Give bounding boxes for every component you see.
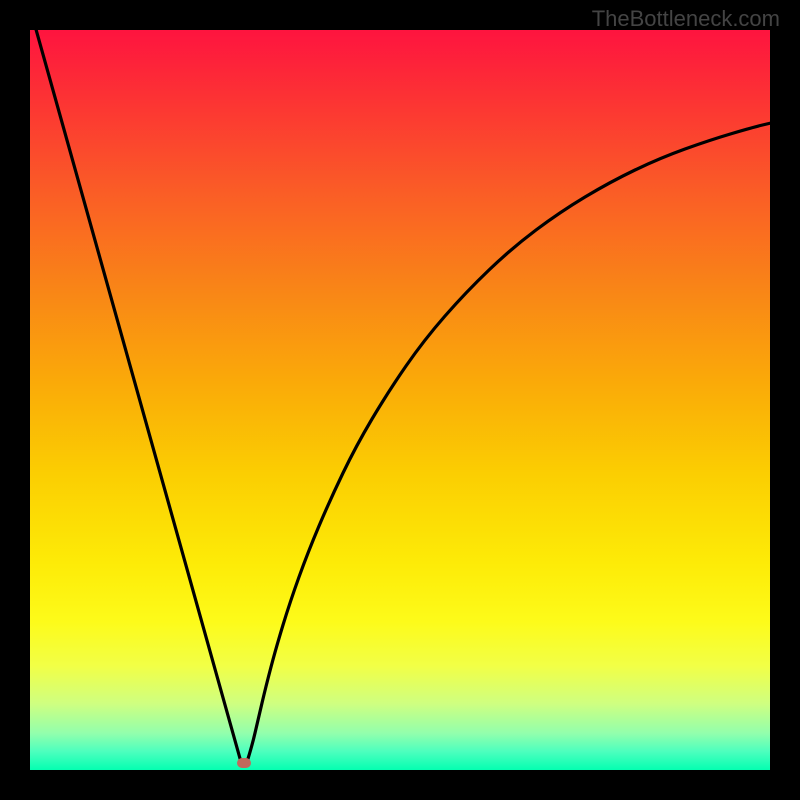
curve-overlay xyxy=(0,0,800,800)
minimum-marker xyxy=(237,758,251,768)
chart-container: TheBottleneck.com xyxy=(0,0,800,800)
watermark-text: TheBottleneck.com xyxy=(592,6,780,32)
v-curve-path xyxy=(30,8,771,762)
